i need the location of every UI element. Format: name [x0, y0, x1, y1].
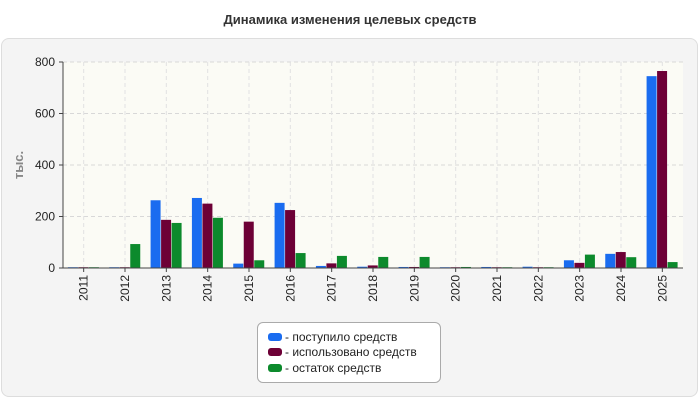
bar	[574, 262, 585, 268]
bar	[233, 263, 244, 268]
x-tick-label: 2025	[655, 275, 669, 302]
bar	[378, 256, 389, 268]
x-tick-label: 2013	[159, 275, 173, 302]
bar	[130, 244, 141, 268]
bar	[161, 219, 172, 268]
bar	[522, 266, 533, 268]
legend: - поступило средств - использовано средст…	[257, 322, 441, 383]
bar	[202, 203, 213, 268]
legend-item[interactable]: - использовано средств	[268, 345, 440, 361]
bar	[615, 252, 626, 268]
x-tick-label: 2023	[573, 275, 587, 302]
x-tick-label: 2022	[531, 275, 545, 302]
bar	[667, 262, 678, 268]
x-tick-label: 2019	[407, 275, 421, 302]
legend-swatch	[268, 363, 282, 372]
bar	[419, 256, 430, 268]
bar	[409, 266, 420, 268]
x-tick-label: 2021	[490, 275, 504, 302]
y-tick-labels: 0 200 400 600 800	[35, 55, 55, 275]
x-tick-label: 2012	[118, 275, 132, 302]
bar	[150, 200, 161, 268]
bar	[626, 257, 637, 268]
legend-label: - поступило средств	[285, 329, 398, 344]
bar	[357, 266, 368, 268]
bar	[336, 255, 347, 268]
x-tick-label: 2011	[77, 275, 91, 301]
bar	[584, 254, 595, 268]
x-tick-label: 2020	[449, 275, 463, 302]
y-axis-label: тыс.	[11, 151, 26, 179]
bar	[274, 202, 285, 268]
bar	[646, 76, 657, 268]
chart-title: Динамика изменения целевых средств	[223, 12, 477, 27]
bar	[191, 197, 202, 268]
legend-swatch	[268, 332, 282, 341]
bar	[171, 222, 182, 268]
bar	[254, 260, 265, 268]
x-tick-labels: 2011 2012 2013 2014 2015 2016 2017 2018 2019 2020…	[77, 275, 670, 302]
y-tick-label: 600	[35, 107, 55, 121]
bar	[212, 217, 223, 268]
legend-item[interactable]: - остаток средств	[268, 360, 440, 376]
x-tick-label: 2024	[614, 275, 628, 302]
bar	[481, 266, 492, 268]
y-tick-label: 0	[48, 261, 55, 275]
legend-swatch	[268, 348, 282, 357]
legend-label: - использовано средств	[285, 345, 417, 360]
y-tick-label: 200	[35, 210, 55, 224]
x-tick-label: 2015	[242, 275, 256, 302]
bar	[657, 71, 668, 268]
bar	[605, 253, 616, 268]
axes	[59, 61, 683, 272]
bar	[326, 263, 337, 268]
bar	[398, 266, 409, 268]
bar	[243, 221, 254, 268]
bar	[367, 265, 378, 268]
bar	[315, 265, 326, 268]
bar	[295, 253, 306, 268]
y-tick-label: 800	[35, 55, 55, 69]
y-tick-label: 400	[35, 158, 55, 172]
bars	[67, 71, 678, 268]
x-tick-label: 2018	[366, 275, 380, 302]
bar	[285, 210, 296, 268]
legend-label: - остаток средств	[285, 360, 382, 375]
legend-item[interactable]: - поступило средств	[268, 329, 440, 345]
x-tick-label: 2014	[201, 275, 215, 302]
x-tick-label: 2016	[283, 275, 297, 302]
bar	[563, 260, 574, 268]
x-tick-label: 2017	[325, 275, 339, 302]
bar	[460, 266, 471, 268]
